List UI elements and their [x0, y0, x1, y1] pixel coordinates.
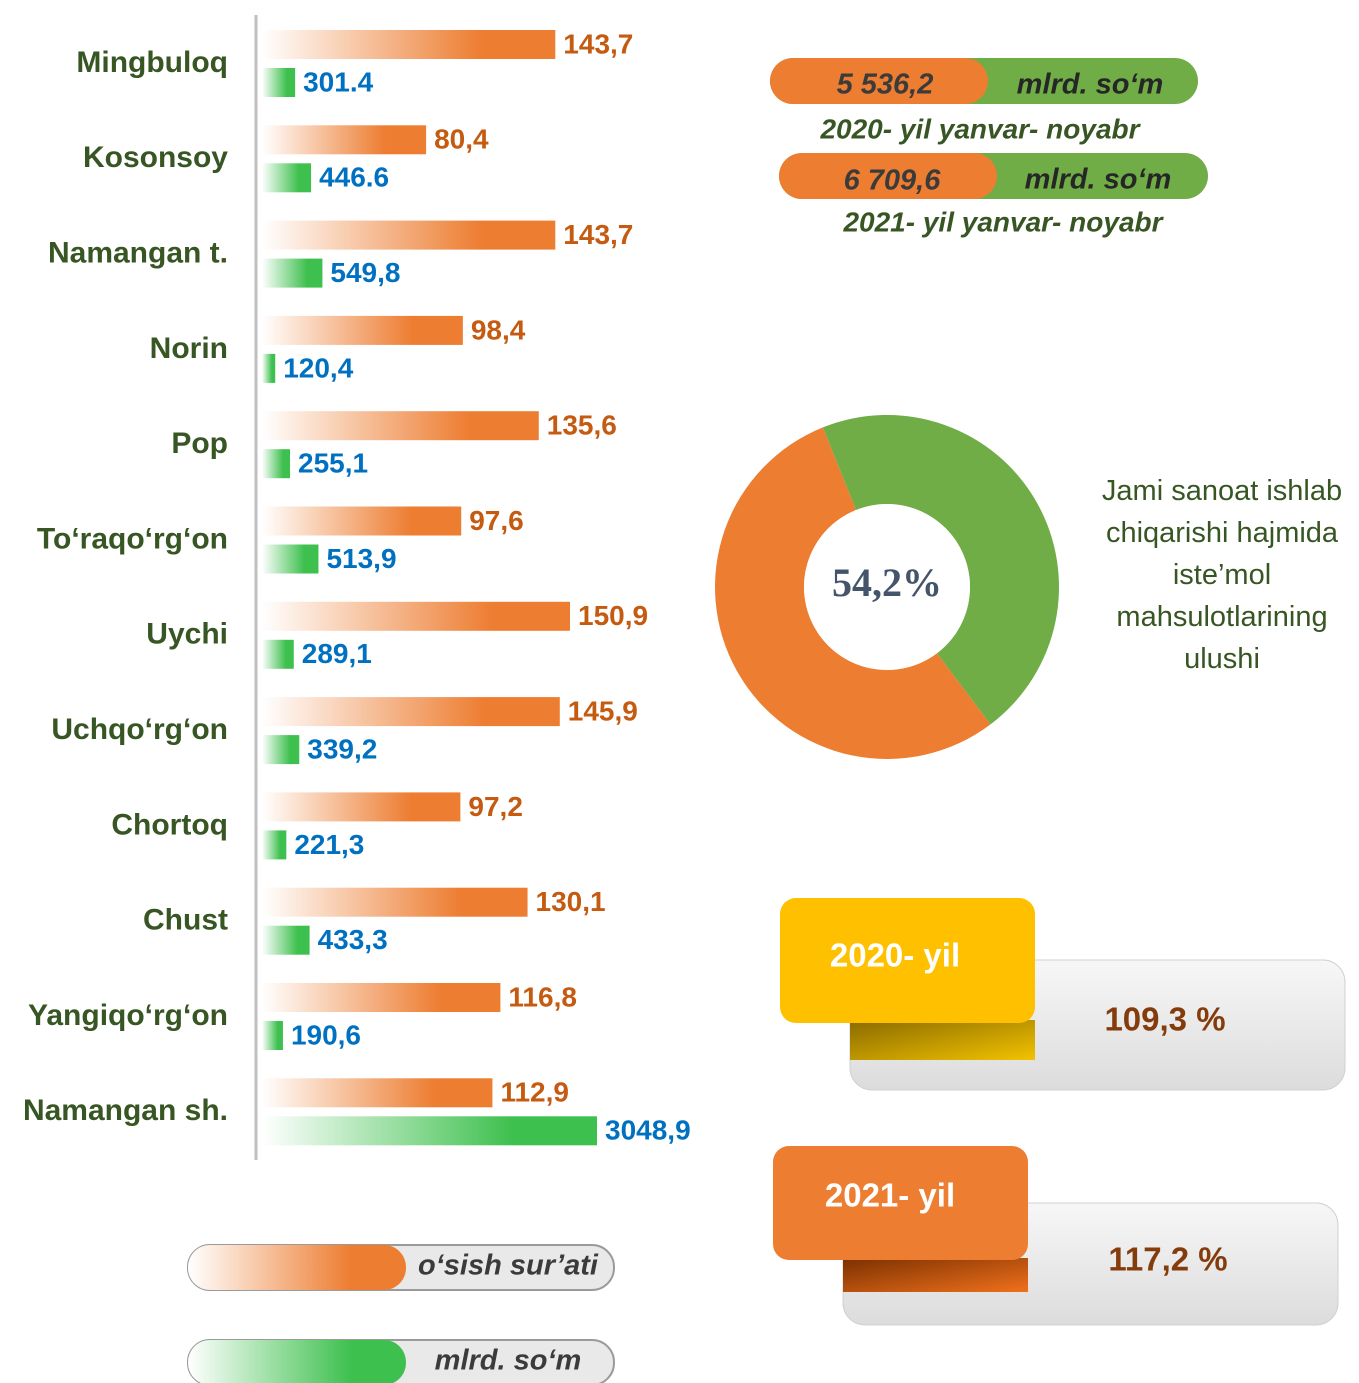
category-label: Mingbuloq	[76, 46, 228, 79]
category-label: Namangan t.	[48, 237, 228, 270]
value-label: 301.4	[303, 66, 373, 97]
value-label: 98,4	[471, 314, 526, 345]
category-label: Uychi	[146, 618, 228, 651]
value-label: 130,1	[536, 886, 606, 917]
value-label: 116,8	[508, 981, 577, 1012]
category-label: Chortoq	[111, 808, 228, 841]
bar	[262, 830, 287, 860]
bar	[262, 315, 463, 345]
value-label: 446.6	[319, 162, 389, 193]
donut-slice	[822, 414, 1060, 725]
value-label: 97,6	[469, 505, 524, 536]
bar	[262, 30, 556, 59]
bar	[262, 601, 570, 631]
value-label: 145,9	[568, 695, 638, 726]
bar	[262, 163, 312, 193]
bar	[262, 353, 276, 383]
donut-slice	[715, 427, 991, 759]
bar	[262, 411, 539, 441]
growth-year: 2021- yil	[825, 1177, 955, 1214]
value-label: 143,7	[563, 28, 633, 59]
value-label: 255,1	[298, 448, 368, 479]
bar	[262, 258, 323, 288]
value-label: 513,9	[326, 543, 396, 574]
legend-label: mlrd. so‘m	[435, 1345, 582, 1377]
bar	[262, 1021, 283, 1050]
bar	[262, 639, 294, 669]
category-label: Pop	[171, 427, 228, 460]
value-label: 289,1	[302, 638, 372, 669]
value-label: 190,6	[291, 1019, 361, 1050]
value-label: 97,2	[468, 791, 523, 822]
ribbon	[773, 1146, 1028, 1260]
legend-label: o‘sish sur’ati	[418, 1250, 599, 1282]
category-label: Chust	[143, 904, 228, 937]
bar	[262, 1078, 493, 1108]
summary-pill-left	[779, 153, 997, 199]
bar	[262, 983, 501, 1012]
summary-value: 6 709,6	[844, 165, 942, 197]
legend-swatch	[188, 1245, 406, 1290]
ribbon-fold	[843, 1258, 1028, 1292]
bar	[262, 125, 427, 155]
value-label: 221,3	[294, 829, 364, 860]
donut-caption: Jami sanoat ishlab chiqarishi hajmida is…	[1101, 475, 1343, 675]
donut-hole	[804, 504, 970, 670]
growth-value: 117,2 %	[1108, 1241, 1227, 1278]
value-label: 80,4	[434, 124, 489, 155]
bar	[262, 544, 319, 574]
bar	[262, 449, 291, 479]
donut-center-label: 54,2%	[832, 560, 942, 605]
legend-swatch	[188, 1340, 406, 1383]
ribbon	[780, 898, 1035, 1023]
category-label: Norin	[150, 332, 228, 365]
bar	[262, 735, 300, 765]
value-label: 135,6	[547, 410, 617, 441]
value-label: 549,8	[330, 257, 400, 288]
category-label: Uchqo‘rg‘on	[51, 713, 228, 746]
value-label: 112,9	[500, 1077, 569, 1108]
growth-value: 109,3 %	[1104, 1001, 1225, 1038]
bar	[262, 887, 528, 917]
value-label: 143,7	[563, 219, 633, 250]
category-label: Kosonsoy	[83, 141, 228, 174]
bar	[262, 697, 560, 727]
bar	[262, 506, 462, 536]
category-label: Namangan sh.	[23, 1094, 228, 1127]
summary-unit: mlrd. so‘m	[1025, 164, 1172, 196]
summary-period: 2020- yil yanvar- noyabr	[819, 113, 1141, 144]
summary-value: 5 536,2	[837, 69, 934, 101]
category-label: Yangiqo‘rg‘on	[28, 999, 228, 1032]
value-label: 339,2	[307, 733, 377, 764]
bar	[262, 1116, 597, 1146]
value-label: 3048,9	[605, 1115, 691, 1146]
bar	[262, 68, 296, 97]
ribbon-fold	[850, 1020, 1035, 1060]
bar	[262, 792, 461, 822]
category-label: To‘raqo‘rg‘on	[37, 522, 228, 555]
value-label: 433,3	[318, 924, 388, 955]
growth-year: 2020- yil	[830, 937, 960, 974]
summary-unit: mlrd. so‘m	[1017, 69, 1164, 101]
summary-period: 2021- yil yanvar- noyabr	[842, 206, 1164, 237]
bar	[262, 925, 310, 955]
value-label: 120,4	[283, 352, 353, 383]
summary-pill-left	[770, 58, 988, 104]
bar	[262, 220, 556, 250]
value-label: 150,9	[578, 600, 648, 631]
